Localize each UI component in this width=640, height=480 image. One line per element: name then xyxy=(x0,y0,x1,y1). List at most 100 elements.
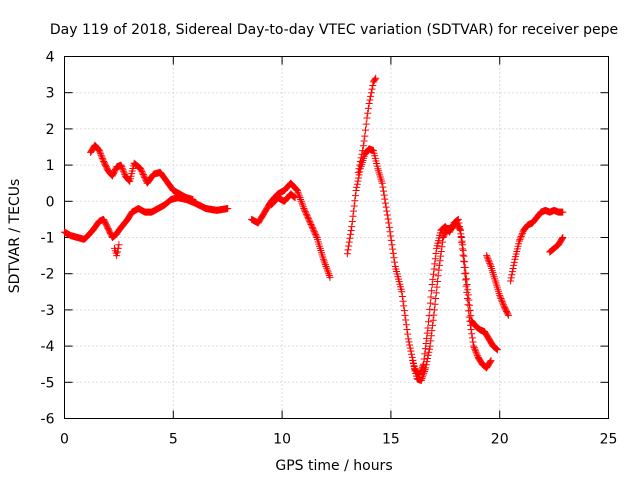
data-point xyxy=(424,355,432,363)
data-point xyxy=(356,161,364,169)
data-point xyxy=(517,234,525,242)
data-point xyxy=(137,165,145,173)
data-point xyxy=(425,348,433,356)
data-point xyxy=(424,351,432,359)
data-point xyxy=(483,253,491,261)
data-point xyxy=(384,215,392,223)
x-tick-label: 10 xyxy=(273,432,291,448)
data-point xyxy=(322,262,330,270)
data-point xyxy=(459,251,467,259)
data-point xyxy=(141,173,149,181)
data-point xyxy=(430,306,438,314)
data-point xyxy=(498,296,506,304)
data-point xyxy=(379,183,387,191)
data-point xyxy=(434,272,442,280)
data-point xyxy=(310,226,318,234)
data-point xyxy=(297,197,305,205)
data-point xyxy=(484,255,492,263)
data-point xyxy=(417,376,425,384)
data-point xyxy=(359,147,367,155)
data-point xyxy=(353,183,361,191)
data-point xyxy=(430,311,438,319)
x-tick-label: 15 xyxy=(382,432,400,448)
data-point xyxy=(507,274,515,282)
data-point xyxy=(312,231,320,239)
y-tick-label: 0 xyxy=(46,194,55,210)
y-tick-label: 4 xyxy=(46,50,55,66)
data-point xyxy=(404,335,412,343)
data-point xyxy=(306,218,314,226)
data-point xyxy=(302,209,310,217)
data-point xyxy=(423,329,431,337)
data-point xyxy=(430,265,438,273)
data-point xyxy=(423,334,431,342)
data-point xyxy=(429,316,437,324)
data-point xyxy=(485,256,493,264)
data-point xyxy=(98,154,106,162)
data-point xyxy=(299,201,307,209)
data-point xyxy=(460,263,468,271)
data-point xyxy=(494,346,502,354)
x-tick-label: 5 xyxy=(169,432,178,448)
data-point xyxy=(139,171,147,179)
data-point xyxy=(467,326,475,334)
data-point xyxy=(98,153,106,161)
data-point xyxy=(469,338,477,346)
data-point xyxy=(348,223,356,231)
y-tick-label: 1 xyxy=(46,158,55,174)
data-point xyxy=(321,261,329,269)
data-point xyxy=(425,318,433,326)
data-point xyxy=(403,325,411,333)
data-point xyxy=(345,242,353,250)
data-point xyxy=(385,219,393,227)
data-point xyxy=(325,272,333,280)
data-point xyxy=(293,186,301,194)
data-point xyxy=(367,92,375,100)
data-point xyxy=(465,307,473,315)
data-point xyxy=(368,85,376,93)
data-point xyxy=(310,228,318,236)
data-point xyxy=(468,330,476,338)
data-point xyxy=(357,154,365,162)
y-tick-label: -2 xyxy=(41,267,55,283)
data-points xyxy=(61,74,567,384)
data-point xyxy=(425,312,433,320)
series-seg-k xyxy=(546,234,567,256)
series-seg-d xyxy=(248,179,334,281)
data-point xyxy=(371,75,379,83)
data-point xyxy=(423,358,431,366)
data-point xyxy=(461,270,469,278)
y-tick-label: -3 xyxy=(41,303,55,319)
data-point xyxy=(113,252,121,260)
y-axis-label: SDTVAR / TECUs xyxy=(7,179,23,294)
data-point xyxy=(353,180,361,188)
tick-labels: 0 5 10 15 20 25 -6 -5 -4 -3 -2 -1 0 1 2 3 4 xyxy=(41,50,618,448)
data-point xyxy=(297,195,305,203)
data-point xyxy=(350,207,358,215)
data-point xyxy=(437,252,445,260)
data-point xyxy=(429,321,437,329)
data-point xyxy=(558,235,566,243)
data-point xyxy=(418,375,426,383)
data-point xyxy=(295,192,303,200)
data-point xyxy=(483,252,491,260)
data-point xyxy=(344,246,352,254)
data-point xyxy=(399,297,407,305)
data-point xyxy=(312,232,320,240)
data-point xyxy=(509,265,517,273)
data-point xyxy=(301,206,309,214)
data-point xyxy=(367,89,375,97)
data-point xyxy=(398,288,406,296)
data-point xyxy=(436,257,444,265)
data-point xyxy=(139,169,147,177)
data-point xyxy=(402,316,410,324)
data-point xyxy=(311,229,319,237)
data-point xyxy=(97,151,105,159)
data-point xyxy=(510,258,518,266)
data-point xyxy=(518,231,526,239)
data-point xyxy=(305,216,313,224)
series-seg-g xyxy=(354,74,380,176)
data-point xyxy=(189,195,197,203)
data-point xyxy=(224,205,232,213)
